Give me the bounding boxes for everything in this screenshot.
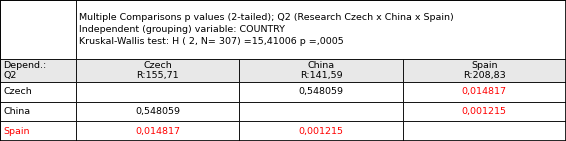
Bar: [0, 102, 76, 121]
Bar: [402, 121, 566, 141]
Text: Czech: Czech: [3, 87, 32, 96]
Text: 0,001215: 0,001215: [462, 107, 507, 116]
Text: R:208,83: R:208,83: [463, 71, 505, 80]
Bar: [0, 59, 76, 82]
Text: China: China: [307, 60, 335, 70]
Text: Spain: Spain: [471, 60, 498, 70]
Bar: [239, 102, 402, 121]
Text: 0,548059: 0,548059: [298, 87, 344, 96]
Bar: [76, 102, 239, 121]
Bar: [76, 0, 566, 59]
Text: 0,548059: 0,548059: [135, 107, 180, 116]
Bar: [76, 82, 239, 102]
Text: Q2: Q2: [3, 71, 16, 80]
Text: R:141,59: R:141,59: [299, 71, 342, 80]
Bar: [76, 121, 239, 141]
Bar: [76, 59, 239, 82]
Bar: [0, 82, 76, 102]
Text: Multiple Comparisons p values (2-tailed); Q2 (Research Czech x China x Spain)
In: Multiple Comparisons p values (2-tailed)…: [79, 13, 454, 46]
Text: 0,014817: 0,014817: [462, 87, 507, 96]
Bar: [239, 82, 402, 102]
Bar: [0, 0, 76, 59]
Text: 0,014817: 0,014817: [135, 127, 180, 136]
Bar: [239, 121, 402, 141]
Text: China: China: [3, 107, 30, 116]
Text: Czech: Czech: [143, 60, 172, 70]
Bar: [402, 82, 566, 102]
Text: Depend.:: Depend.:: [3, 60, 46, 70]
Bar: [0, 121, 76, 141]
Bar: [402, 59, 566, 82]
Text: 0,001215: 0,001215: [298, 127, 344, 136]
Text: R:155,71: R:155,71: [136, 71, 179, 80]
Text: Spain: Spain: [3, 127, 29, 136]
Bar: [239, 59, 402, 82]
Bar: [402, 102, 566, 121]
